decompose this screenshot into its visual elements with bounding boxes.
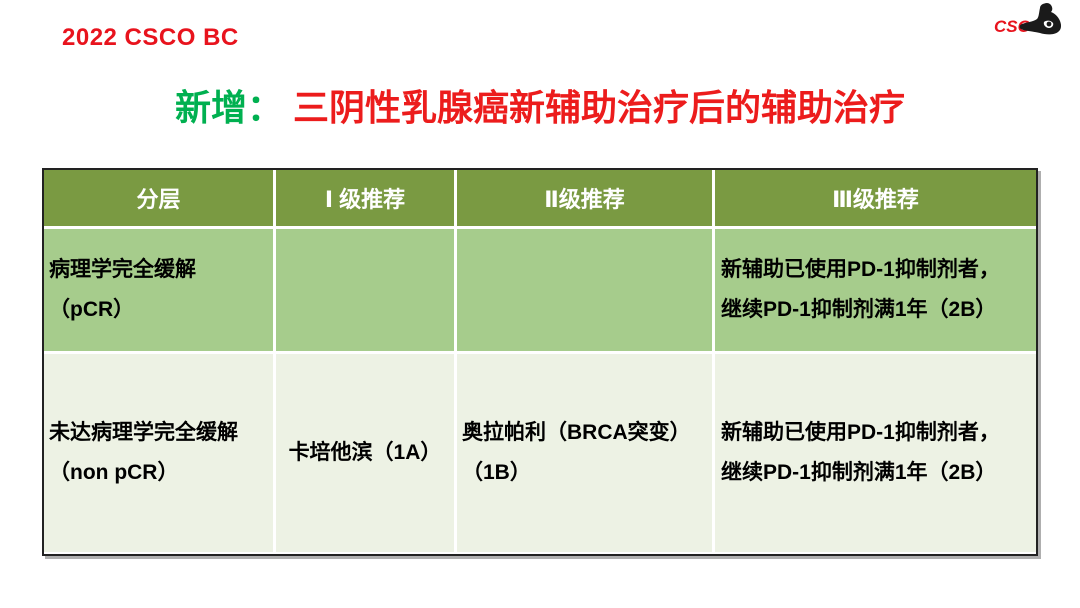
cell-text-line: 新辅助已使用PD-1抑制剂者， <box>721 421 1000 444</box>
cell-pcr-level2-empty <box>457 229 715 354</box>
title-main: 三阴性乳腺癌新辅助治疗后的辅助治疗 <box>293 87 906 128</box>
cell-text-line: 继续PD-1抑制剂满1年（2B） <box>721 461 997 484</box>
column-header-level2: Ⅱ级推荐 <box>457 170 715 229</box>
csco-logo-figure <box>1019 3 1062 35</box>
cell-pcr-stratification: 病理学完全缓解 （pCR） <box>44 229 276 354</box>
cell-pcr-level3: 新辅助已使用PD-1抑制剂者， 继续PD-1抑制剂满1年（2B） <box>715 229 1036 354</box>
cell-nonpcr-level2: 奥拉帕利（BRCA突变） （1B） <box>457 354 715 552</box>
cell-text-line: 新辅助已使用PD-1抑制剂者， <box>721 258 1000 281</box>
cell-text-line: （pCR） <box>49 298 135 321</box>
column-header-stratification: 分层 <box>44 170 276 229</box>
cell-nonpcr-stratification: 未达病理学完全缓解 （non pCR） <box>44 354 276 552</box>
cell-pcr-level1-empty <box>276 229 457 354</box>
conference-badge: 2022 CSCO BC <box>62 24 239 51</box>
cell-text-line: 卡培他滨（1A） <box>288 441 442 464</box>
cell-text-line: （non pCR） <box>49 461 179 484</box>
csco-logo: CSCO <box>980 2 1070 50</box>
cell-text-line: 未达病理学完全缓解 <box>49 421 238 444</box>
title-prefix: 新增： <box>174 87 283 128</box>
column-header-level1: Ⅰ 级推荐 <box>276 170 457 229</box>
recommendation-table: 分层 Ⅰ 级推荐 Ⅱ级推荐 Ⅲ级推荐 病理学完全缓解 （pCR） 新辅助已使用P… <box>42 168 1038 556</box>
cell-text-line: 继续PD-1抑制剂满1年（2B） <box>721 298 997 321</box>
cell-nonpcr-level1: 卡培他滨（1A） <box>276 354 457 552</box>
cell-nonpcr-level3: 新辅助已使用PD-1抑制剂者， 继续PD-1抑制剂满1年（2B） <box>715 354 1036 552</box>
column-header-level3: Ⅲ级推荐 <box>715 170 1036 229</box>
cell-text-line: （1B） <box>462 461 531 484</box>
cell-text-line: 奥拉帕利（BRCA突变） <box>462 421 691 444</box>
cell-text-line: 病理学完全缓解 <box>49 258 196 281</box>
slide-title: 新增： 三阴性乳腺癌新辅助治疗后的辅助治疗 <box>0 84 1080 132</box>
